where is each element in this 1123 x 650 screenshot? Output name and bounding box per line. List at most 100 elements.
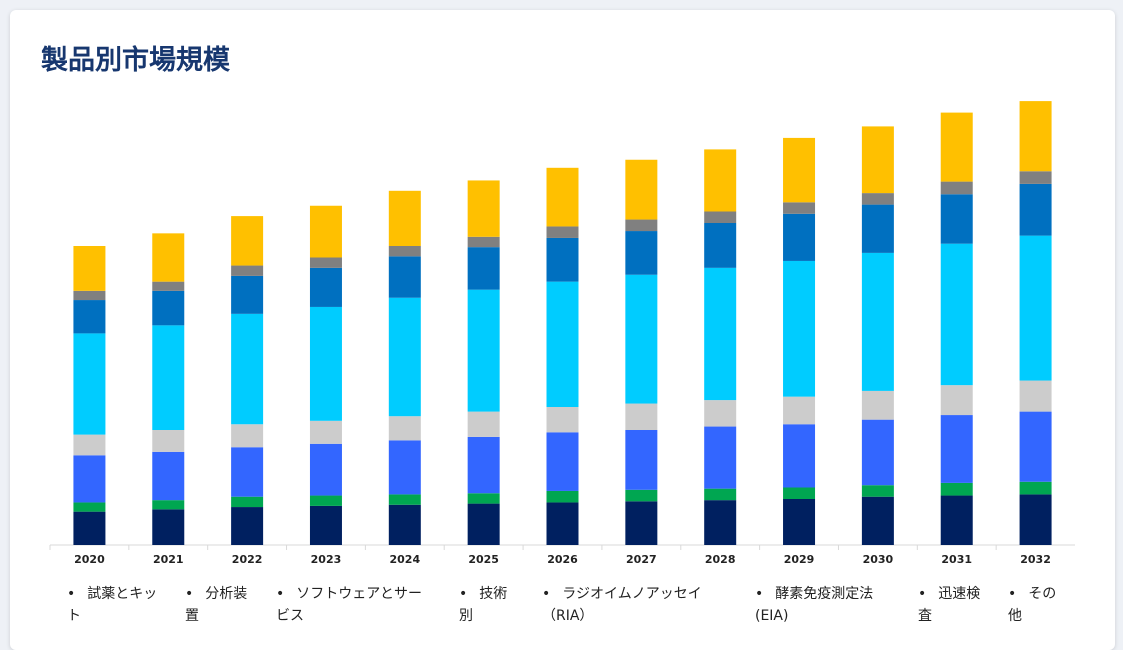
bar-segment-2022-series-6 [231,265,264,276]
x-tick-label: 2026 [547,553,578,566]
bar-segment-2024-series-2 [388,440,421,495]
bar-segment-2031-series-4 [940,243,973,386]
bar-segment-2021-series-3 [152,430,185,452]
bar-segment-2025-series-6 [467,236,500,248]
bar-segment-2023-series-2 [309,443,342,496]
bar-segment-2031-series-1 [940,482,973,496]
x-tick-label: 2027 [626,553,657,566]
bar-segment-2028-series-5 [704,223,737,268]
bar-segment-2029-series-0 [783,499,816,545]
bar-segment-2021-series-7 [152,233,185,282]
bar-segment-2030-series-2 [861,419,894,486]
bar-segment-2031-series-0 [940,495,973,545]
bar-segment-2026-series-5 [546,237,579,282]
legend-item-software-services: • ソフトウェアとサー ビス [276,586,422,624]
bar-segment-2028-series-1 [704,488,737,501]
bar-segment-2020-series-2 [73,455,106,503]
bar-segment-2022-series-7 [231,216,264,266]
bar-segment-2029-series-3 [783,396,816,425]
bar-segment-2026-series-0 [546,502,579,545]
bar-segment-2030-series-1 [861,485,894,497]
bar-segment-2027-series-3 [625,403,658,430]
bar-segment-2027-series-1 [625,489,658,502]
bar-segment-2028-series-7 [704,149,737,212]
bar-segment-2029-series-4 [783,260,816,397]
bar-segment-2023-series-3 [309,420,342,444]
bar-segment-2027-series-4 [625,274,658,404]
bar-segment-2023-series-4 [309,306,342,421]
bar-segment-2021-series-0 [152,509,185,545]
bar-segment-2024-series-5 [388,256,421,298]
bar-segment-2022-series-3 [231,424,264,448]
bar-segment-2029-series-7 [783,137,816,203]
x-tick-label: 2032 [1020,553,1051,566]
bar-segment-2021-series-5 [152,290,185,326]
legend-item-by-technology: • 技術 別 [459,586,508,624]
bar-segment-2021-series-4 [152,325,185,430]
legend-item-eia: • 酵素免疫測定法 (EIA) [755,586,874,624]
bar-segment-2027-series-0 [625,501,658,545]
x-tick-label: 2023 [311,553,342,566]
bar-segment-2032-series-0 [1019,494,1052,545]
bar-segment-2032-series-5 [1019,183,1052,236]
x-tick-label: 2028 [705,553,736,566]
x-tick-label: 2030 [863,553,894,566]
chart-title: 製品別市場規模 [41,45,230,76]
bar-segment-2029-series-5 [783,213,816,261]
bar-segment-2025-series-4 [467,289,500,412]
bar-segment-2028-series-0 [704,500,737,545]
bar-segment-2022-series-5 [231,275,264,314]
bar-segment-2023-series-0 [309,505,342,545]
bar-segment-2028-series-3 [704,400,737,427]
bar-segment-2025-series-3 [467,411,500,437]
bar-segment-2024-series-1 [388,494,421,505]
bar-segment-2023-series-6 [309,257,342,268]
bar-segment-2029-series-2 [783,424,816,488]
bar-segment-2031-series-6 [940,181,973,195]
bar-segment-2022-series-2 [231,447,264,497]
bar-segment-2030-series-0 [861,496,894,545]
bar-segment-2029-series-6 [783,202,816,214]
bar-segment-2025-series-7 [467,180,500,237]
bar-segment-2022-series-0 [231,507,264,545]
bar-segment-2025-series-5 [467,247,500,290]
bar-segment-2026-series-7 [546,167,579,227]
legend-item-analyzers: • 分析装 置 [185,586,248,624]
bar-segment-2030-series-3 [861,390,894,420]
legend-item-ria: • ラジオイムノアッセイ （RIA） [542,586,702,624]
bar-segment-2023-series-7 [309,205,342,258]
bar-segment-2027-series-7 [625,159,658,220]
x-tick-label: 2025 [468,553,499,566]
bar-segment-2027-series-2 [625,430,658,490]
bar-segment-2028-series-4 [704,267,737,401]
legend-item-rapid-test: • 迅速検 査 [918,586,981,624]
bar-segment-2023-series-5 [309,267,342,307]
bar-segment-2022-series-1 [231,496,264,508]
bar-segment-2026-series-1 [546,490,579,503]
bar-segment-2026-series-3 [546,407,579,433]
bar-segment-2032-series-2 [1019,411,1052,482]
bar-segment-2024-series-7 [388,190,421,246]
bar-segment-2025-series-2 [467,436,500,494]
bar-segment-2026-series-6 [546,226,579,238]
bar-segment-2028-series-6 [704,211,737,223]
bar-segment-2028-series-2 [704,426,737,489]
bar-segment-2031-series-5 [940,194,973,244]
bar-segment-2020-series-7 [73,246,106,291]
bar-segment-2032-series-7 [1019,101,1052,172]
bar-segment-2020-series-5 [73,300,106,334]
bar-segment-2027-series-5 [625,231,658,275]
bar-segment-2030-series-4 [861,252,894,391]
legend-item-others: • その 他 [1008,586,1057,624]
x-tick-label: 2031 [941,553,972,566]
legend-item-reagents-kits: • 試薬とキッ ト [67,586,158,624]
bar-segment-2020-series-1 [73,502,106,512]
x-tick-label: 2022 [232,553,263,566]
bar-segment-2027-series-6 [625,219,658,232]
bar-segment-2025-series-1 [467,493,500,504]
bar-segment-2032-series-4 [1019,235,1052,381]
bar-segment-2026-series-2 [546,432,579,491]
bar-segment-2031-series-3 [940,385,973,416]
bar-segment-2029-series-1 [783,487,816,499]
bar-segment-2026-series-4 [546,281,579,407]
